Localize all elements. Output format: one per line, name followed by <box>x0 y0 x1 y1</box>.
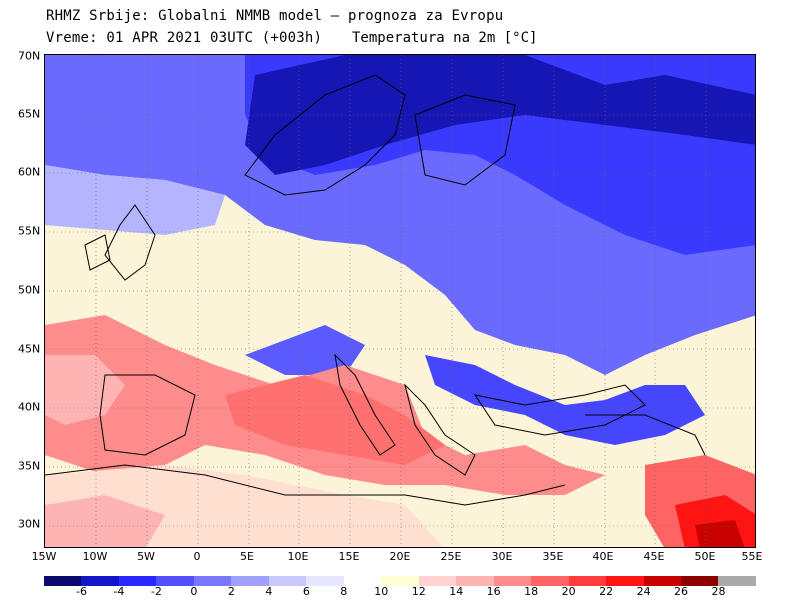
lon-label: 20E <box>389 550 411 563</box>
lon-label: 0 <box>193 550 201 563</box>
colorbar-label: 18 <box>524 585 539 598</box>
lon-label: 45E <box>643 550 665 563</box>
lon-label: 15W <box>31 550 57 563</box>
temperature-map <box>44 54 756 548</box>
lat-label: 35N <box>18 459 41 473</box>
colorbar-label: -4 <box>113 585 125 598</box>
colorbar-swatch <box>643 576 681 586</box>
lat-label: 45N <box>18 342 41 356</box>
colorbar-swatch <box>381 576 419 586</box>
lon-label: 25E <box>440 550 462 563</box>
temperature-colorbar <box>44 576 756 586</box>
colorbar-swatch <box>418 576 457 586</box>
colorbar-label: 20 <box>561 585 576 598</box>
forecast-time: Vreme: 01 APR 2021 03UTC (+003h) <box>46 30 323 46</box>
lon-label: 5W <box>137 550 155 563</box>
lat-label: 40N <box>18 400 41 414</box>
colorbar-label: -2 <box>150 585 162 598</box>
colorbar-label: 16 <box>486 585 501 598</box>
lon-label: 35E <box>542 550 564 563</box>
colorbar-label: 26 <box>674 585 689 598</box>
colorbar-label: -6 <box>75 585 87 598</box>
colorbar-label: 2 <box>227 585 235 598</box>
lat-label: 55N <box>18 224 41 238</box>
lat-label: 70N <box>18 49 41 63</box>
colorbar-label: 8 <box>340 585 348 598</box>
colorbar-swatch <box>118 576 157 586</box>
colorbar-swatch <box>531 576 569 586</box>
colorbar-swatch <box>718 576 756 586</box>
colorbar-label: 12 <box>411 585 426 598</box>
colorbar-swatch <box>456 576 494 586</box>
colorbar-label: 22 <box>599 585 614 598</box>
colorbar-swatch <box>193 576 232 586</box>
lon-label: 10E <box>287 550 309 563</box>
map-title: RHMZ Srbije: Globalni NMMB model — progn… <box>46 8 504 24</box>
lat-label: 60N <box>18 165 41 179</box>
lon-label: 15E <box>338 550 360 563</box>
colorbar-label: 10 <box>374 585 389 598</box>
lon-label: 40E <box>592 550 614 563</box>
lon-label: 5E <box>240 550 254 563</box>
colorbar-label: 24 <box>636 585 651 598</box>
lat-label: 65N <box>18 107 41 121</box>
colorbar-label: 4 <box>265 585 273 598</box>
colorbar-label: 6 <box>302 585 310 598</box>
map-canvas <box>45 55 755 547</box>
colorbar-swatch <box>306 576 344 586</box>
colorbar-swatch <box>568 576 607 586</box>
colorbar-label: 14 <box>449 585 464 598</box>
lat-label: 50N <box>18 283 41 297</box>
colorbar-swatch <box>606 576 644 586</box>
lon-label: 50E <box>694 550 716 563</box>
colorbar-swatch <box>156 576 194 586</box>
colorbar-swatch <box>81 576 119 586</box>
colorbar-swatch <box>44 576 82 586</box>
lat-label: 30N <box>18 517 41 531</box>
lon-label: 10W <box>82 550 108 563</box>
lon-label: 30E <box>491 550 513 563</box>
colorbar-swatch <box>231 576 269 586</box>
colorbar-swatch <box>680 576 719 586</box>
lon-label: 55E <box>741 550 763 563</box>
colorbar-swatch <box>268 576 307 586</box>
colorbar-label: 0 <box>190 585 198 598</box>
variable-label: Temperatura na 2m [°C] <box>352 30 538 46</box>
colorbar-swatch <box>343 576 382 586</box>
colorbar-swatch <box>493 576 532 586</box>
colorbar-label: 28 <box>711 585 726 598</box>
